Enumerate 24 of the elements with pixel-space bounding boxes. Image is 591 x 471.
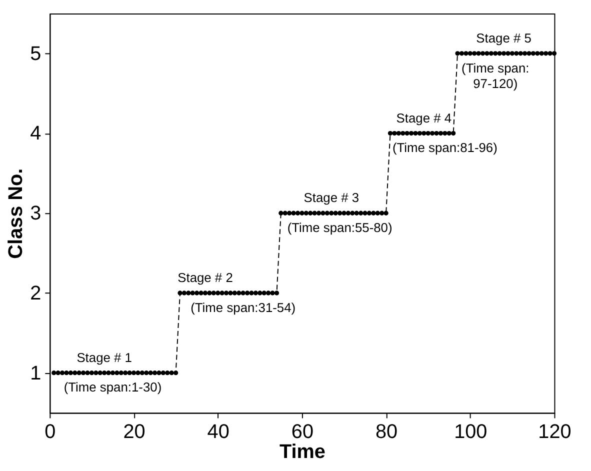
x-tick-label: 20 [123, 421, 146, 444]
y-tick-label: 3 [30, 202, 42, 225]
x-tick-label: 80 [376, 421, 398, 444]
y-tick-label: 5 [30, 42, 42, 65]
annotation: (Time span:81-96) [392, 140, 498, 156]
annotation: (Time span:1-30) [64, 380, 162, 395]
y-tick-label: 4 [30, 122, 42, 145]
annotation: Stage # 2 [178, 270, 233, 286]
y-axis-title: Class No. [5, 168, 28, 259]
annotation: Stage # 3 [304, 190, 360, 206]
x-tick-label: 60 [291, 421, 314, 444]
x-tick-label: 40 [207, 421, 230, 444]
y-tick-label: 2 [30, 282, 42, 304]
annotation: (Time span:55-80) [287, 220, 392, 236]
annotation: (Time span: 97-120) [462, 60, 530, 92]
annotation: Stage # 1 [76, 350, 132, 365]
annotation: Stage # 5 [476, 30, 532, 46]
y-tick-label: 1 [30, 362, 42, 384]
annotation: Stage # 4 [396, 110, 452, 126]
annotation: (Time span:31-54) [190, 300, 296, 315]
x-axis-title: Time [279, 440, 326, 463]
x-tick-label: 120 [538, 421, 572, 444]
x-tick-label: 0 [44, 421, 56, 444]
x-tick-label: 100 [454, 421, 488, 444]
